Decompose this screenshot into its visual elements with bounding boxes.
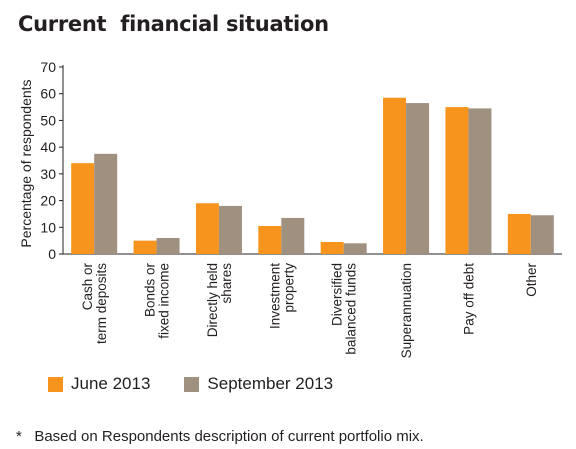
y-tick-label: 30 [40, 166, 56, 182]
legend: June 2013 September 2013 [48, 374, 359, 394]
legend-item-june-2013: June 2013 [48, 374, 150, 394]
bar-june-2013 [258, 225, 282, 254]
chart-title: Current financial situation [18, 12, 329, 36]
legend-label-june-2013: June 2013 [71, 374, 151, 393]
bar-june-2013 [195, 203, 219, 254]
x-tick-label: Bonds or [143, 263, 158, 318]
bar-september-2013 [406, 103, 430, 254]
bar-june-2013 [133, 240, 157, 254]
y-tick-label: 20 [40, 193, 56, 209]
y-tick-label: 60 [40, 86, 56, 102]
x-tick-label: Cash or [80, 263, 95, 311]
bar-june-2013 [71, 163, 95, 254]
y-tick-label: 50 [40, 112, 56, 128]
legend-label-september-2013: September 2013 [207, 374, 334, 393]
x-tick-label: Pay off debt [461, 263, 476, 335]
bar-september-2013 [530, 215, 554, 254]
bar-june-2013 [507, 213, 531, 254]
y-tick-label: 40 [40, 139, 56, 155]
x-tick-label: balanced funds [344, 263, 359, 355]
x-tick-label: shares [219, 263, 234, 304]
legend-item-september-2013: September 2013 [184, 374, 333, 394]
y-tick-label: 0 [48, 246, 56, 262]
bar-september-2013 [281, 217, 305, 254]
y-axis-label: Percentage of respondents [18, 79, 34, 247]
bar-september-2013 [343, 243, 367, 254]
x-tick-label: fixed income [157, 263, 172, 339]
x-tick-label: Directly held [205, 263, 220, 337]
bar-september-2013 [94, 153, 118, 254]
y-tick-label: 70 [40, 59, 56, 75]
x-tick-label: Diversified [330, 263, 345, 326]
y-tick-label: 10 [40, 219, 56, 235]
x-tick-label: Other [524, 262, 539, 296]
bar-september-2013 [156, 237, 180, 254]
legend-swatch-june-2013 [48, 376, 63, 392]
bar-september-2013 [218, 205, 242, 254]
footnote: * Based on Respondents description of cu… [16, 428, 424, 445]
bar-june-2013 [383, 97, 407, 254]
x-tick-label: term deposits [94, 263, 109, 344]
bar-chart: 0 10 20 30 40 50 60 70 Percentage of respondents… [18, 59, 562, 358]
legend-swatch-september-2013 [184, 376, 200, 392]
bar-june-2013 [320, 241, 344, 254]
bar-june-2013 [445, 107, 469, 254]
x-tick-label: property [281, 263, 296, 313]
x-tick-label: Investment [267, 263, 282, 329]
bar-september-2013 [468, 108, 492, 255]
x-tick-label: Superannuation [399, 263, 414, 358]
